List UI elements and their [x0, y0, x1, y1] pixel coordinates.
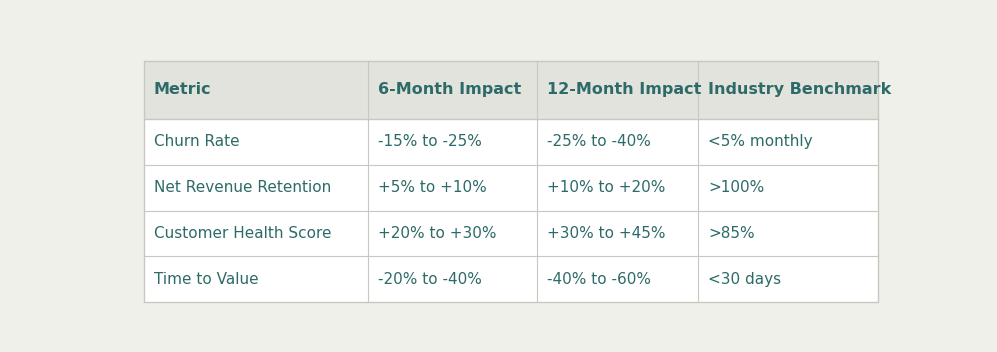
Text: +20% to +30%: +20% to +30% — [378, 226, 497, 241]
Text: Industry Benchmark: Industry Benchmark — [708, 82, 891, 98]
Text: Metric: Metric — [154, 82, 211, 98]
Bar — [144, 210, 878, 257]
Text: <5% monthly: <5% monthly — [708, 134, 813, 149]
Text: Net Revenue Retention: Net Revenue Retention — [154, 180, 331, 195]
Bar — [144, 165, 878, 210]
Text: Customer Health Score: Customer Health Score — [154, 226, 331, 241]
Bar — [144, 61, 878, 302]
Text: >100%: >100% — [708, 180, 765, 195]
Text: -15% to -25%: -15% to -25% — [378, 134, 482, 149]
Text: -40% to -60%: -40% to -60% — [546, 272, 651, 287]
Text: -25% to -40%: -25% to -40% — [546, 134, 651, 149]
Text: Time to Value: Time to Value — [154, 272, 258, 287]
Text: <30 days: <30 days — [708, 272, 782, 287]
Text: +30% to +45%: +30% to +45% — [546, 226, 665, 241]
Bar — [144, 119, 878, 165]
Text: -20% to -40%: -20% to -40% — [378, 272, 482, 287]
Text: >85%: >85% — [708, 226, 755, 241]
Text: +5% to +10%: +5% to +10% — [378, 180, 487, 195]
Text: +10% to +20%: +10% to +20% — [546, 180, 665, 195]
Text: Churn Rate: Churn Rate — [154, 134, 239, 149]
Text: 12-Month Impact: 12-Month Impact — [546, 82, 701, 98]
Bar — [144, 257, 878, 302]
Bar — [144, 61, 878, 119]
Text: 6-Month Impact: 6-Month Impact — [378, 82, 521, 98]
